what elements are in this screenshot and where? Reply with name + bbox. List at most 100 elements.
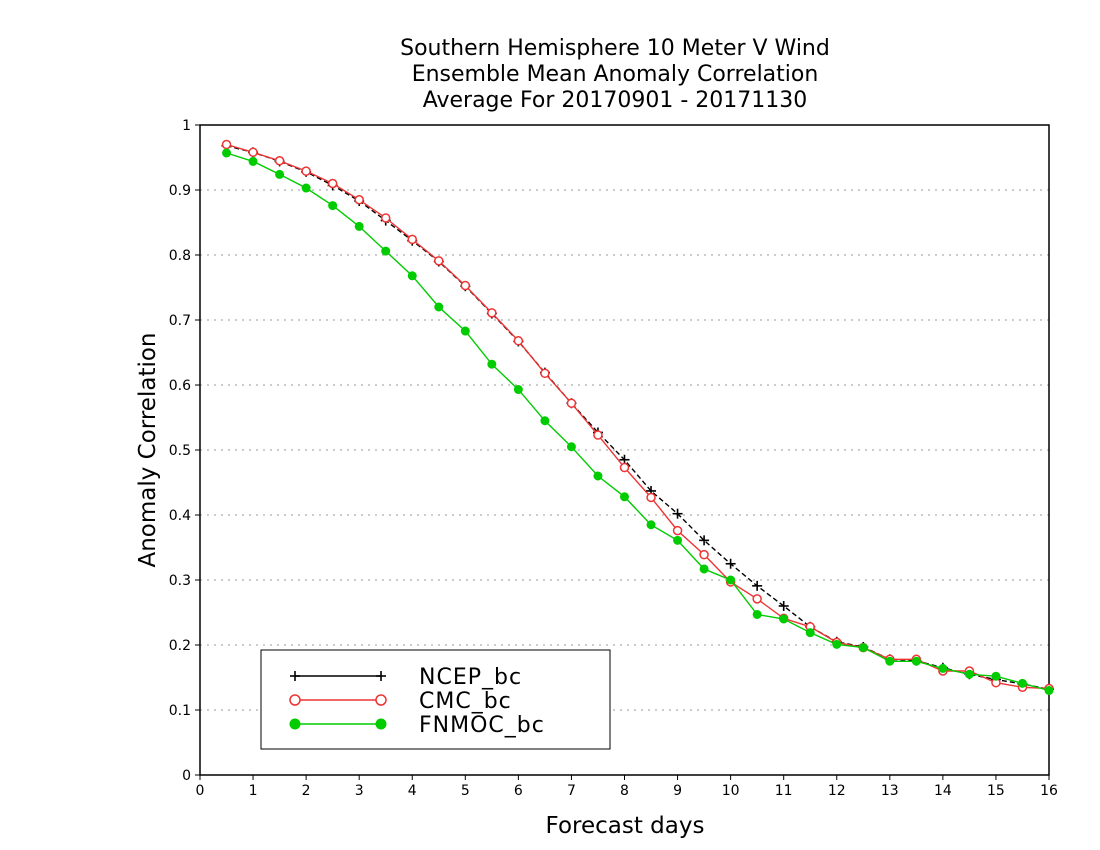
data-point: [376, 671, 386, 681]
data-point: [699, 564, 709, 574]
data-point: [885, 656, 895, 666]
data-point: [460, 326, 470, 336]
data-point: [222, 148, 232, 158]
data-point: [991, 671, 1001, 681]
x-tick-label: 5: [461, 783, 470, 799]
series-line: [226, 152, 1050, 692]
data-point: [289, 718, 301, 730]
data-point: [275, 169, 285, 179]
y-tick-label: 0: [182, 768, 191, 784]
data-point: [274, 156, 285, 166]
data-point: [460, 280, 471, 291]
y-tick-label: 0.1: [169, 703, 191, 719]
chart-title-line-3: Average For 20170901 - 20171130: [422, 88, 808, 113]
legend-entry: FNMOC_bc: [289, 713, 545, 738]
data-point: [407, 234, 417, 245]
x-axis: 0 1 2 3 4 5 6 7 8 9 10 11 12 13 14 15 16: [196, 775, 1058, 799]
x-tick-label: 0: [196, 783, 205, 799]
series-cmc-bc: [221, 139, 1054, 694]
legend-label: FNMOC_bc: [419, 713, 545, 738]
data-point: [673, 535, 683, 545]
data-point: [289, 694, 301, 706]
x-tick-label: 1: [249, 783, 258, 799]
series-line: [226, 145, 1050, 690]
y-tick-label: 0.3: [169, 573, 191, 589]
y-axis-label: Anomaly Correlation: [135, 332, 161, 567]
data-point: [375, 694, 387, 706]
data-point: [752, 580, 763, 591]
data-point: [540, 416, 550, 426]
x-tick-label: 4: [408, 783, 417, 799]
data-point: [328, 201, 338, 211]
x-tick-label: 14: [934, 783, 952, 799]
data-point: [407, 271, 417, 281]
legend-entry: NCEP_bc: [290, 665, 522, 690]
series-fnmoc-bc: [222, 148, 1054, 695]
y-tick-label: 0.9: [169, 183, 191, 199]
data-point: [487, 359, 497, 369]
chart-title-line-1: Southern Hemisphere 10 Meter V Wind: [400, 36, 830, 61]
data-point: [375, 718, 387, 730]
x-tick-label: 15: [987, 783, 1005, 799]
y-tick-label: 0.2: [169, 638, 191, 654]
data-point: [513, 336, 524, 346]
data-point: [593, 471, 603, 481]
x-tick-label: 2: [302, 783, 311, 799]
data-point: [301, 183, 311, 193]
data-point: [290, 671, 300, 681]
y-tick-label: 0.7: [169, 313, 191, 329]
data-point: [832, 639, 842, 649]
data-point: [221, 139, 232, 150]
x-tick-label: 16: [1040, 783, 1058, 799]
y-tick-label: 0.5: [169, 443, 191, 459]
data-point: [566, 442, 576, 452]
data-point: [646, 520, 656, 530]
data-point: [354, 195, 364, 205]
data-point: [911, 656, 921, 666]
data-point: [619, 462, 630, 473]
x-tick-label: 6: [514, 783, 523, 799]
legend-label: CMC_bc: [419, 689, 512, 714]
data-point: [699, 549, 709, 560]
grid-lines: [200, 189, 1049, 711]
data-point: [858, 643, 868, 653]
x-tick-label: 10: [722, 783, 740, 799]
series-ncep-bc: [221, 140, 1054, 695]
data-point: [381, 246, 391, 256]
data-point: [513, 385, 523, 395]
data-point: [726, 575, 736, 585]
data-point: [672, 508, 683, 519]
series-line: [226, 143, 1050, 690]
data-point: [1017, 678, 1027, 688]
data-point: [487, 308, 497, 318]
data-point: [354, 221, 364, 231]
x-tick-label: 8: [620, 783, 629, 799]
y-tick-label: 0.4: [169, 508, 191, 524]
data-point: [938, 663, 948, 673]
x-tick-label: 13: [881, 783, 899, 799]
data-point: [327, 178, 338, 189]
data-point: [620, 492, 629, 502]
data-point: [380, 213, 391, 223]
data-point: [752, 594, 762, 604]
data-point: [248, 156, 258, 166]
data-point: [778, 601, 789, 611]
data-point: [646, 492, 656, 503]
data-point: [725, 558, 736, 569]
legend-entry: CMC_bc: [289, 689, 512, 714]
x-tick-label: 12: [828, 783, 846, 799]
y-tick-label: 0.6: [169, 378, 191, 394]
data-point: [434, 256, 444, 266]
x-axis-label: Forecast days: [546, 813, 705, 839]
x-tick-label: 7: [567, 783, 576, 799]
y-axis: 0 0.1 0.2 0.3 0.4 0.5 0.6 0.7 0.8 0.9 1: [169, 118, 200, 784]
data-point: [805, 628, 815, 638]
y-tick-label: 0.8: [169, 248, 191, 264]
data-series: [221, 139, 1054, 695]
data-point: [593, 430, 603, 440]
data-point: [540, 368, 550, 379]
legend-label: NCEP_bc: [419, 665, 522, 690]
x-tick-label: 9: [673, 783, 682, 799]
y-tick-label: 1: [182, 118, 191, 134]
